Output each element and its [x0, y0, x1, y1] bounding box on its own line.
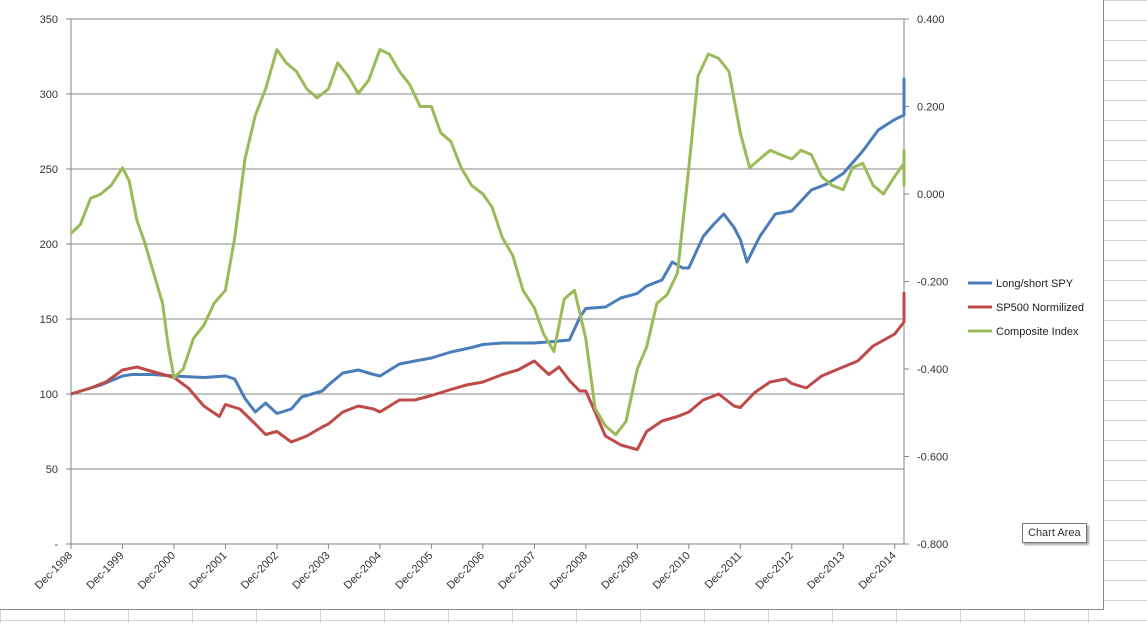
secondary-y-axis-tick-label: -0.600 — [917, 452, 948, 464]
x-axis-tick-label: Dec-2007 — [496, 550, 538, 592]
y-axis-tick-label: 100 — [40, 389, 58, 401]
x-axis-tick-label: Dec-2012 — [754, 550, 796, 592]
y-axis-tick-label: - — [54, 539, 58, 551]
x-axis-tick-label: Dec-2001 — [187, 550, 229, 592]
x-axis-tick-label: Dec-2010 — [651, 550, 693, 592]
x-axis-tick-label: Dec-2013 — [805, 550, 847, 592]
series-line — [69, 48, 906, 437]
x-axis-tick-label: Dec-2000 — [136, 550, 178, 592]
x-axis-tick-label: Dec-2008 — [548, 550, 590, 592]
chart-area-tooltip: Chart Area — [1022, 523, 1087, 543]
series-line — [70, 77, 906, 415]
x-axis-tick-label: Dec-2004 — [342, 550, 384, 592]
secondary-y-axis-tick-label: 0.000 — [917, 189, 945, 201]
y-axis-tick-label: 300 — [40, 89, 58, 101]
secondary-y-axis-tick-label: -0.800 — [917, 539, 948, 551]
line-chart: - 50 100 150 200 250 300 350 -0.800 -0.600 -0.400 -… — [33, 14, 1084, 592]
y-axis-tick-label: 350 — [40, 14, 58, 26]
y-axis-tick-label: 250 — [40, 164, 58, 176]
secondary-y-axis-tick-label: 0.400 — [917, 14, 945, 26]
y-axis-tick-label: 200 — [40, 239, 58, 251]
y-axis-tick-label: 50 — [46, 464, 58, 476]
series-line — [70, 292, 906, 451]
legend-label: SP500 Normilized — [996, 302, 1084, 314]
x-axis-tick-label: Dec-1998 — [33, 550, 75, 592]
secondary-y-axis-tick-label: -0.400 — [917, 364, 948, 376]
x-axis-tick-label: Dec-2002 — [239, 550, 281, 592]
x-axis-tick-label: Dec-2005 — [393, 550, 435, 592]
legend-label: Long/short SPY — [996, 278, 1074, 290]
x-axis-tick-label: Dec-2011 — [703, 550, 745, 592]
x-axis-tick-label: Dec-1999 — [84, 550, 126, 592]
x-axis-tick-label: Dec-2006 — [445, 550, 487, 592]
legend-label: Composite Index — [996, 326, 1079, 338]
secondary-y-axis-tick-label: 0.200 — [917, 102, 945, 114]
x-axis-tick-label: Dec-2014 — [857, 550, 899, 592]
secondary-y-axis-tick-label: -0.200 — [917, 277, 948, 289]
plot-area — [71, 19, 904, 544]
y-axis-tick-label: 150 — [40, 314, 58, 326]
chart-area[interactable]: - 50 100 150 200 250 300 350 -0.800 -0.600 -0.400 -… — [0, 0, 1104, 610]
x-axis-tick-label: Dec-2009 — [599, 550, 641, 592]
x-axis-tick-label: Dec-2003 — [290, 550, 332, 592]
